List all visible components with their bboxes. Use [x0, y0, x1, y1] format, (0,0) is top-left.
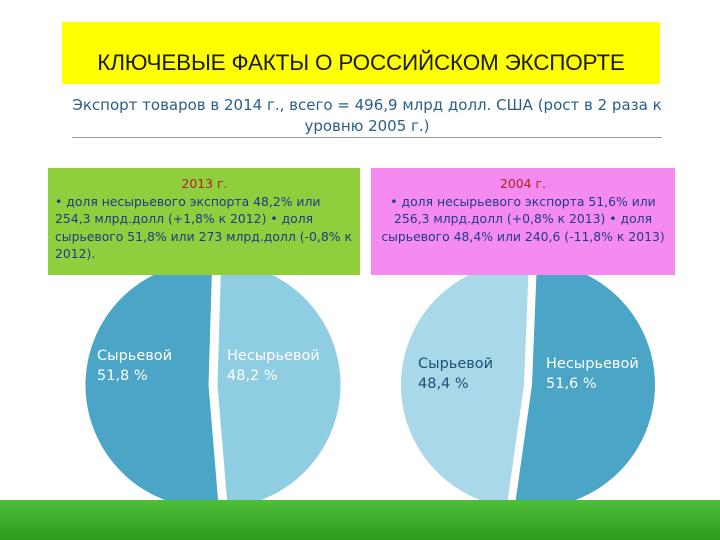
slice-label-value: 48,4 % [418, 376, 469, 392]
info-box-2004-year: 2004 г. [500, 176, 546, 191]
footer-bar [0, 500, 720, 540]
title-banner: КЛЮЧЕВЫЕ ФАКТЫ О РОССИЙСКОМ ЭКСПОРТЕ [62, 22, 660, 84]
pie-slice-nonraw [514, 262, 655, 508]
info-box-2013: 2013 г. • доля несырьевого экспорта 48,2… [48, 168, 360, 275]
subtitle: Экспорт товаров в 2014 г., всего = 496,9… [72, 96, 662, 135]
page-title: КЛЮЧЕВЫЕ ФАКТЫ О РОССИЙСКОМ ЭКСПОРТЕ [97, 50, 625, 75]
slice-label-name: Несырьевой [546, 356, 639, 372]
pie-slice-nonraw [217, 262, 341, 508]
slice-label-name: Сырьевой [97, 348, 172, 364]
info-box-2004-text: • доля несырьевого экспорта 51,6% или 25… [381, 193, 665, 244]
slice-label-name: Сырьевой [418, 356, 493, 372]
pie-chart-2013: Сырьевой 51,8 % Несырьевой 48,2 % [85, 262, 341, 508]
slice-label-value: 51,6 % [546, 376, 597, 392]
slice-label-value: 51,8 % [97, 368, 148, 384]
info-box-2004: 2004 г. • доля несырьевого экспорта 51,6… [371, 168, 675, 275]
divider [72, 137, 662, 138]
pie-chart-2004: Сырьевой 48,4 % Несырьевой 51,6 % [400, 262, 655, 508]
slice-label-name: Несырьевой [227, 348, 320, 364]
pie-slice-raw [85, 262, 219, 508]
info-box-2013-text: • доля несырьевого экспорта 48,2% или 25… [55, 193, 352, 262]
pie-slice-raw [400, 262, 529, 507]
info-box-2013-year: 2013 г. [181, 176, 228, 191]
slice-label-value: 48,2 % [227, 368, 278, 384]
